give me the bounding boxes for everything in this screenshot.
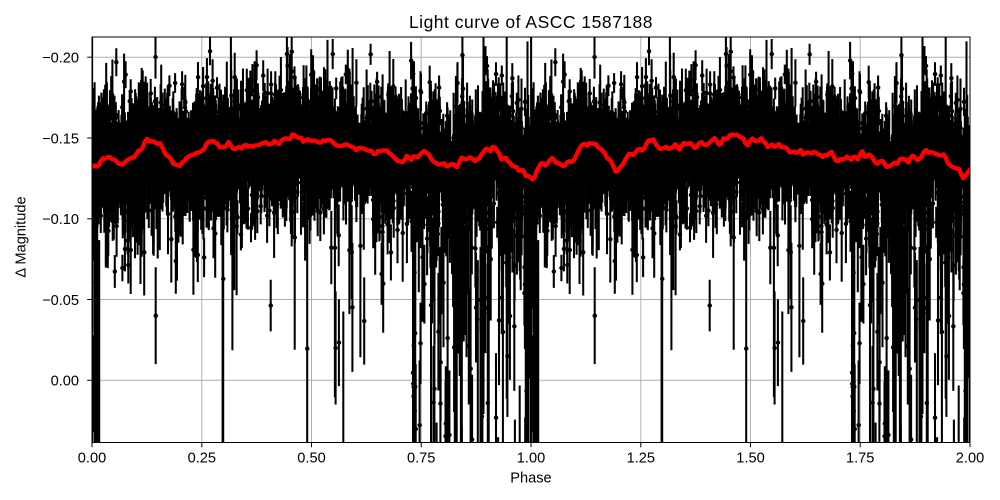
svg-text:0.00: 0.00 <box>51 374 79 390</box>
svg-text:0.25: 0.25 <box>188 451 216 467</box>
svg-text:−0.15: −0.15 <box>42 131 79 147</box>
svg-text:0.50: 0.50 <box>297 451 325 467</box>
svg-text:−0.10: −0.10 <box>42 212 79 228</box>
svg-text:2.00: 2.00 <box>956 451 984 467</box>
svg-text:Δ Magnitude: Δ Magnitude <box>14 196 30 277</box>
svg-text:−0.05: −0.05 <box>42 293 79 309</box>
svg-text:1.00: 1.00 <box>517 451 545 467</box>
svg-text:Phase: Phase <box>510 470 551 486</box>
svg-text:0.00: 0.00 <box>78 451 106 467</box>
svg-text:Light curve of ASCC 1587188: Light curve of ASCC 1587188 <box>409 12 653 32</box>
svg-text:1.75: 1.75 <box>846 451 874 467</box>
svg-text:−0.20: −0.20 <box>42 51 79 67</box>
svg-text:0.75: 0.75 <box>407 451 435 467</box>
svg-text:1.50: 1.50 <box>736 451 764 467</box>
svg-text:1.25: 1.25 <box>627 451 655 467</box>
